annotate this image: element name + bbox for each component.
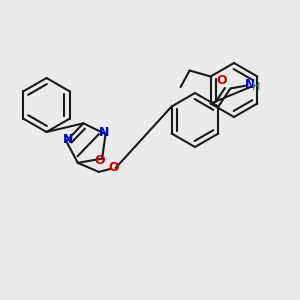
Text: N: N	[62, 133, 73, 146]
Text: O: O	[216, 74, 227, 88]
Text: O: O	[108, 161, 119, 175]
Text: H: H	[252, 82, 260, 92]
Text: O: O	[94, 154, 105, 166]
Text: N: N	[245, 78, 256, 91]
Text: N: N	[99, 126, 109, 139]
